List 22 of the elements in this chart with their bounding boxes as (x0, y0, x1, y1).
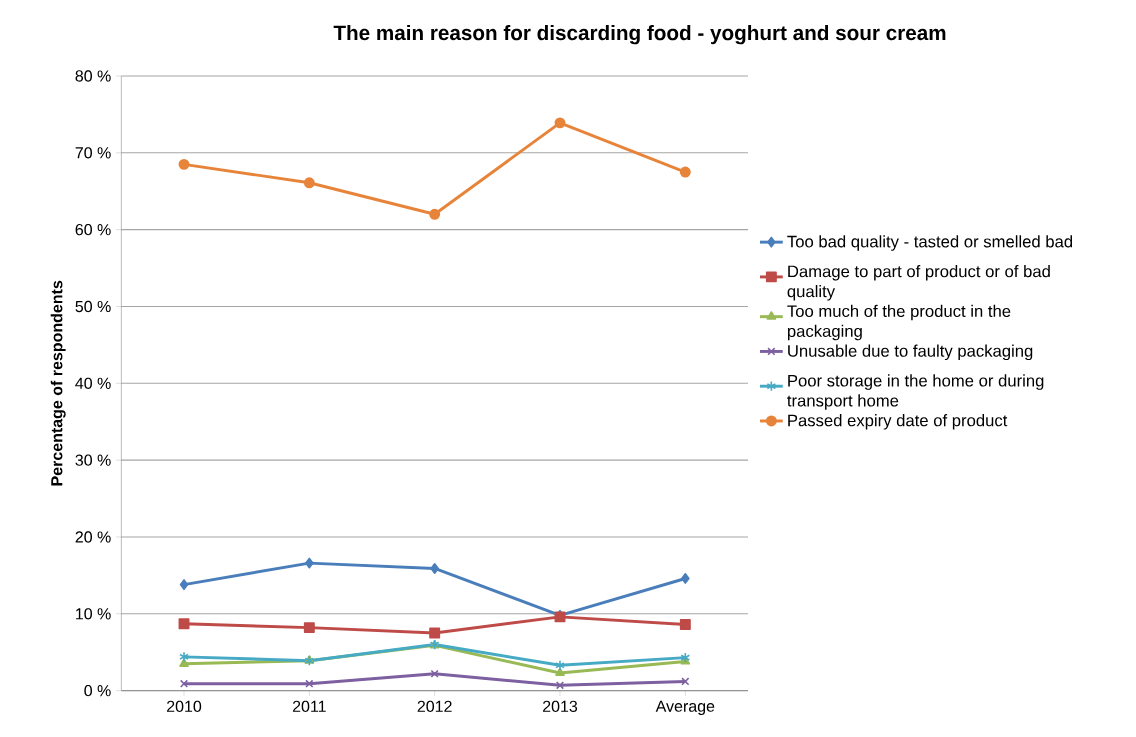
x-tick-label: 2012 (417, 700, 452, 712)
y-tick-label: 50 % (75, 300, 111, 312)
legend-label: Poor storage in the home or during transport home (787, 374, 1044, 410)
y-tick-label: 80 % (75, 70, 111, 82)
legend-label: Unusable due to faulty packaging (788, 344, 1033, 360)
y-tick-label: 20 % (75, 531, 111, 543)
chart-title: The main reason for discarding food - yoghurt and sour cream (333, 24, 946, 45)
y-tick-label: 0 % (84, 684, 111, 697)
legend-label: Passed expiry date of product (788, 413, 1008, 430)
x-tick-label: 2011 (292, 700, 326, 712)
legend-label: Too much of the product in the packaging (787, 304, 1011, 341)
x-tick-label: 2010 (167, 700, 202, 712)
x-tick-label: 2013 (543, 700, 578, 712)
y-tick-label: 70 % (75, 147, 111, 159)
legend-label: Too bad quality - tasted or smelled bad (787, 235, 1073, 251)
y-tick-label: 60 % (75, 223, 111, 236)
legend-label: Damage to part of product or of bad quality (787, 264, 1050, 301)
y-axis-title: Percentage of respondents (50, 280, 66, 486)
y-tick-label: 10 % (76, 608, 111, 620)
y-tick-label: 40 % (75, 377, 111, 389)
x-tick-label: Average (655, 700, 715, 715)
y-tick-label: 30 % (75, 454, 111, 466)
